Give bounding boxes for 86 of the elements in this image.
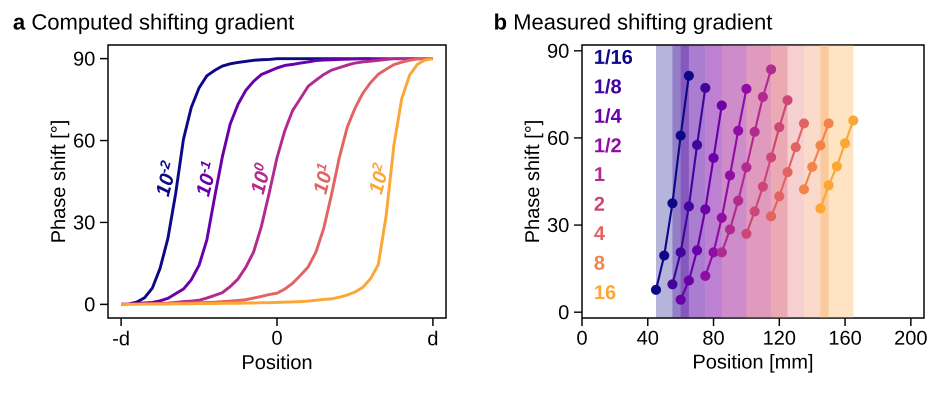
point [798, 118, 810, 128]
x-axis-title: Position [mm] [694, 354, 812, 373]
point [824, 118, 834, 128]
point [815, 140, 826, 151]
point [741, 162, 752, 172]
point [848, 115, 858, 126]
point [774, 191, 784, 202]
x-tick-label: 40 [637, 330, 658, 345]
point [676, 294, 686, 305]
point [659, 250, 670, 261]
point [667, 198, 678, 208]
x-tick-label: 200 [895, 330, 927, 345]
point [708, 247, 719, 258]
text: 1/16 [595, 49, 632, 64]
point [766, 64, 776, 74]
text: 10$^{0}$ [252, 162, 268, 195]
point [700, 270, 710, 281]
text: 1/2 [595, 138, 621, 153]
y-tick-label: 30 [548, 218, 568, 232]
x-tick-label: -d [113, 330, 129, 346]
y-axis-title: Phase shift [°] [524, 121, 544, 242]
point [692, 245, 702, 256]
point [758, 92, 768, 102]
y-tick-label: 90 [548, 44, 568, 58]
point [774, 122, 784, 132]
text: 1/4 [595, 108, 622, 124]
text: 10$^{-2}$ [156, 160, 173, 198]
point [750, 126, 760, 137]
x-tick-label: 160 [830, 330, 861, 345]
point [684, 275, 694, 286]
point [692, 140, 702, 150]
point [724, 224, 736, 234]
x-tick-label: 0 [577, 330, 587, 345]
y-tick-label: 90 [74, 52, 95, 66]
y-tick-label: 30 [74, 215, 95, 230]
y-tick-label: 60 [548, 130, 568, 145]
x-tick-label: 0 [272, 330, 282, 345]
point [815, 203, 826, 214]
point [676, 130, 686, 141]
point [650, 284, 662, 295]
point [700, 82, 710, 94]
text: 10$^{-1}$ [197, 160, 214, 198]
text: 10$^{1}$ [314, 163, 330, 195]
text: 1/8 [595, 78, 622, 94]
point [798, 184, 810, 194]
point [716, 100, 727, 110]
point [684, 201, 694, 212]
point [733, 126, 744, 136]
point [741, 84, 752, 94]
point [684, 70, 694, 81]
point [807, 162, 818, 172]
point [758, 182, 768, 192]
x-tick-label: 120 [764, 330, 796, 345]
text: 4 [594, 226, 605, 240]
x-axis-title: Position [243, 354, 312, 370]
y-tick-label: 0 [558, 305, 568, 320]
text: 16 [595, 285, 616, 300]
point [750, 206, 760, 216]
point [766, 152, 776, 162]
point [766, 211, 776, 222]
text: 8 [594, 256, 604, 270]
text: 2 [594, 196, 604, 211]
point [676, 247, 686, 258]
point [741, 228, 752, 239]
point [790, 142, 801, 152]
point [667, 279, 678, 290]
y-tick-label: 60 [74, 133, 95, 148]
point [824, 180, 834, 190]
point [700, 204, 710, 214]
point [724, 170, 736, 180]
x-tick-label: d [428, 330, 438, 346]
point [782, 95, 793, 106]
point [782, 167, 793, 178]
chart-title: a Computed shifting gradient [14, 14, 294, 34]
text: 1 [595, 167, 604, 182]
point [832, 161, 842, 172]
point [708, 152, 719, 164]
point [716, 247, 727, 258]
text: 10$^{2}$ [370, 162, 386, 195]
point [716, 212, 727, 223]
y-tick-label: 0 [84, 297, 95, 312]
point [840, 138, 850, 148]
y-axis-title: Phase shift [°] [50, 121, 70, 242]
x-tick-label: 80 [703, 330, 724, 345]
point [733, 196, 744, 206]
chart-title: b Measured shifting gradient [495, 14, 772, 34]
